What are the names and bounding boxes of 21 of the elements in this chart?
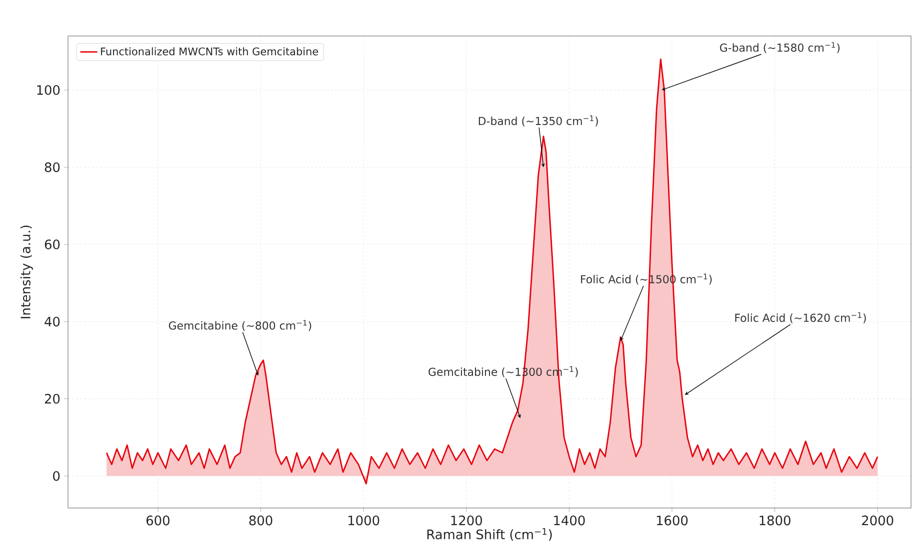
x-tick-label: 1400 [554,516,585,526]
y-tick-label: 0 [53,471,60,481]
y-tick-label: 40 [44,316,60,326]
y-tick-label: 80 [44,162,60,172]
annotation: Folic Acid (~1620 cm$^{−1}$) [735,312,866,324]
x-tick-label: 1800 [760,516,790,526]
y-tick-label: 100 [37,85,60,95]
annotation: G-band (~1580 cm$^{−1}$) [720,42,840,54]
y-tick-label: 60 [44,240,60,250]
x-axis-title: Raman Shift (cm$^{−1}$) [427,528,552,541]
annotation: D-band (~1350 cm$^{−1}$) [478,115,598,126]
x-tick-label: 1600 [656,516,688,526]
annotation: Gemcitabine (~800 cm$^{−1}$) [168,320,312,331]
x-tick-label: 600 [146,516,170,526]
x-tick-label: 800 [249,516,272,526]
x-tick-label: 2000 [862,516,894,526]
y-axis-title: Intensity (a.u.) [20,226,33,318]
legend-label: Functionalized MWCNTs with Gemcitabine [101,47,318,56]
x-tick-label: 1000 [348,516,380,526]
x-tick-label: 1200 [451,516,482,526]
y-tick-label: 20 [44,394,60,404]
